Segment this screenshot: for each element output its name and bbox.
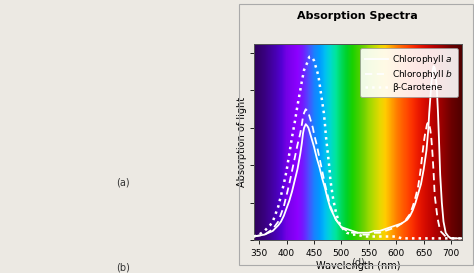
Text: Absorption Spectra: Absorption Spectra <box>298 11 418 21</box>
Text: (a): (a) <box>117 178 130 188</box>
Text: (b): (b) <box>116 263 130 272</box>
Text: (d): (d) <box>351 257 365 268</box>
Y-axis label: Absorption of light: Absorption of light <box>237 97 246 187</box>
X-axis label: Wavelength (nm): Wavelength (nm) <box>316 261 400 271</box>
Legend: Chlorophyll $a$, Chlorophyll $b$, β-Carotene: Chlorophyll $a$, Chlorophyll $b$, β-Caro… <box>360 48 457 97</box>
